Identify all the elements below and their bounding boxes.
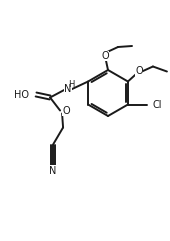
Text: O: O xyxy=(135,67,143,76)
Text: HO: HO xyxy=(14,89,29,100)
Text: O: O xyxy=(101,51,109,61)
Text: Cl: Cl xyxy=(153,100,162,109)
Text: N: N xyxy=(49,166,57,175)
Text: H: H xyxy=(68,80,74,89)
Text: O: O xyxy=(62,106,70,115)
Text: N: N xyxy=(64,85,72,94)
